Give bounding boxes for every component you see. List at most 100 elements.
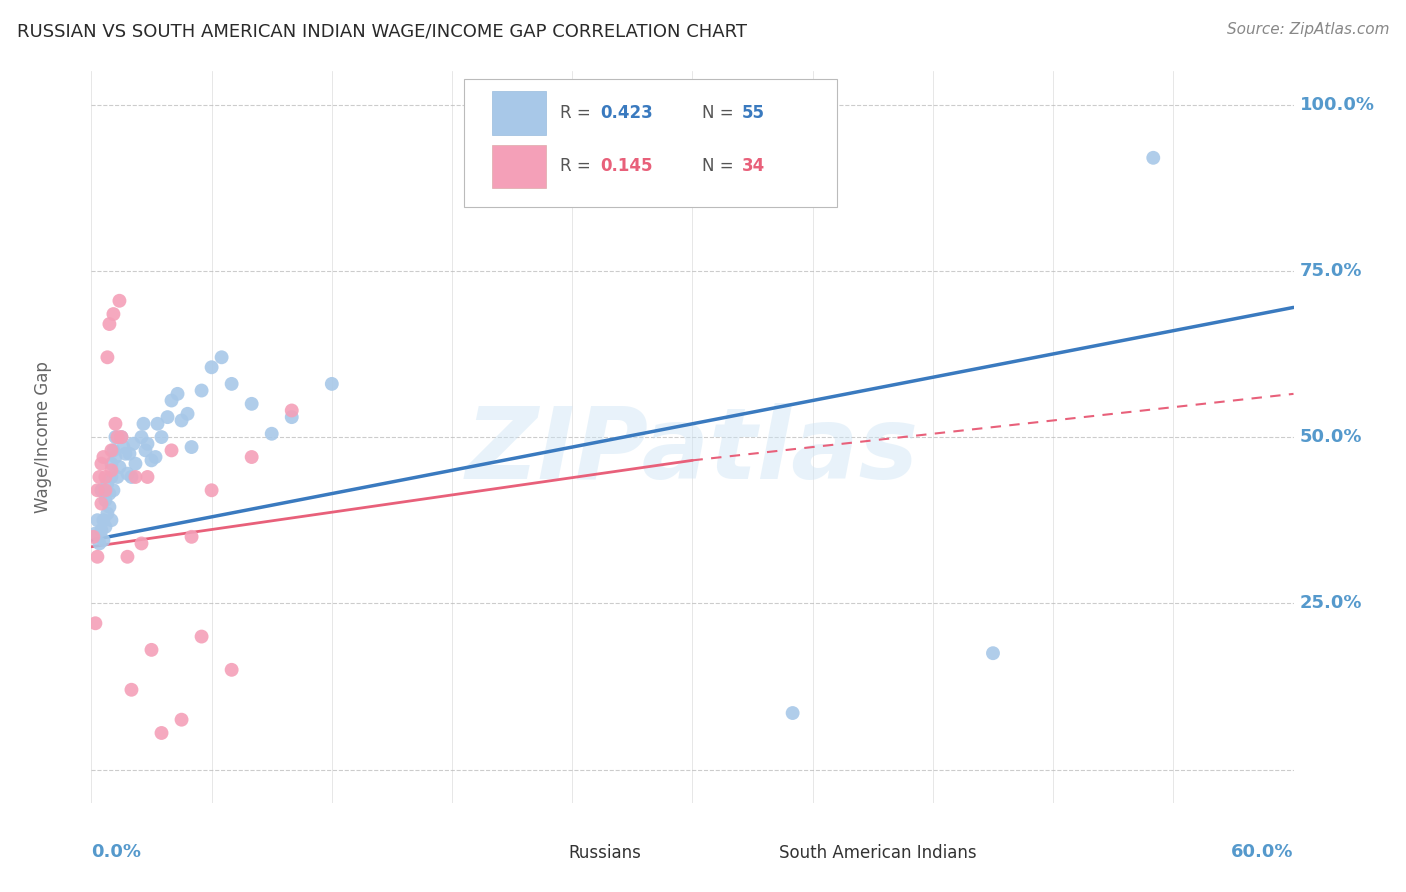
Text: Russians: Russians [568, 844, 641, 862]
FancyBboxPatch shape [464, 78, 837, 207]
Point [150, 726, 173, 740]
Text: 100.0%: 100.0% [1299, 95, 1375, 113]
Text: South American Indians: South American Indians [779, 844, 977, 862]
Point [131, 536, 153, 550]
Point [180, 440, 202, 454]
Point [176, 407, 198, 421]
Point [132, 417, 155, 431]
Point [86, 483, 108, 498]
Text: N =: N = [702, 158, 740, 176]
Point [100, 513, 122, 527]
Point [82, 530, 104, 544]
Point [281, 403, 304, 417]
Point [110, 430, 132, 444]
Point [90, 523, 112, 537]
Point [84, 616, 107, 631]
Point [93, 450, 115, 464]
Point [281, 410, 304, 425]
Point [98, 317, 121, 331]
Point [166, 387, 188, 401]
Point [211, 351, 233, 365]
Point [981, 646, 1004, 660]
Text: Source: ZipAtlas.com: Source: ZipAtlas.com [1226, 22, 1389, 37]
Point [124, 457, 146, 471]
Point [96, 507, 118, 521]
Text: 55: 55 [742, 104, 765, 122]
Point [136, 436, 159, 450]
Point [94, 483, 117, 498]
Point [321, 376, 343, 391]
Point [221, 663, 243, 677]
Point [240, 450, 263, 464]
Point [156, 410, 179, 425]
Point [221, 376, 243, 391]
Point [104, 450, 127, 464]
Point [90, 497, 112, 511]
Point [201, 360, 224, 375]
Point [180, 530, 202, 544]
Point [160, 393, 183, 408]
Point [104, 430, 127, 444]
FancyBboxPatch shape [492, 145, 546, 188]
Point [103, 443, 125, 458]
Text: 0.0%: 0.0% [91, 843, 142, 861]
Text: N =: N = [702, 104, 740, 122]
Point [117, 549, 139, 564]
Point [112, 440, 135, 454]
Point [89, 470, 111, 484]
Text: 75.0%: 75.0% [1299, 262, 1362, 280]
Point [86, 549, 108, 564]
Point [190, 384, 212, 398]
Text: 60.0%: 60.0% [1232, 843, 1294, 861]
Point [89, 536, 111, 550]
Point [90, 483, 112, 498]
Point [782, 706, 804, 720]
Point [141, 453, 163, 467]
Text: ZIPatlas: ZIPatlas [465, 403, 920, 500]
Point [100, 443, 122, 458]
Point [100, 457, 122, 471]
Point [114, 447, 136, 461]
Point [104, 417, 127, 431]
Point [100, 470, 122, 484]
Point [98, 486, 121, 500]
Point [121, 682, 143, 697]
Point [108, 460, 131, 475]
Point [124, 470, 146, 484]
Point [103, 307, 125, 321]
Point [94, 470, 117, 484]
Point [94, 520, 117, 534]
Point [96, 476, 118, 491]
Point [107, 430, 129, 444]
Point [122, 436, 145, 450]
Point [100, 463, 122, 477]
Text: Wage/Income Gap: Wage/Income Gap [34, 361, 52, 513]
Text: R =: R = [560, 158, 596, 176]
Point [150, 430, 173, 444]
Point [93, 513, 115, 527]
Point [103, 483, 125, 498]
Point [90, 457, 112, 471]
Point [94, 493, 117, 508]
Text: 50.0%: 50.0% [1299, 428, 1362, 446]
Point [160, 443, 183, 458]
Text: 0.423: 0.423 [600, 104, 652, 122]
Point [145, 450, 167, 464]
Point [201, 483, 224, 498]
Point [86, 513, 108, 527]
Text: 0.145: 0.145 [600, 158, 652, 176]
Point [170, 413, 193, 427]
Point [1142, 151, 1164, 165]
Point [260, 426, 283, 441]
FancyBboxPatch shape [492, 91, 546, 135]
Point [170, 713, 193, 727]
FancyBboxPatch shape [519, 838, 557, 867]
Point [118, 447, 141, 461]
Text: R =: R = [560, 104, 596, 122]
Point [84, 526, 107, 541]
Text: RUSSIAN VS SOUTH AMERICAN INDIAN WAGE/INCOME GAP CORRELATION CHART: RUSSIAN VS SOUTH AMERICAN INDIAN WAGE/IN… [17, 22, 747, 40]
Point [98, 500, 121, 514]
Point [240, 397, 263, 411]
Text: 25.0%: 25.0% [1299, 594, 1362, 612]
Point [190, 630, 212, 644]
